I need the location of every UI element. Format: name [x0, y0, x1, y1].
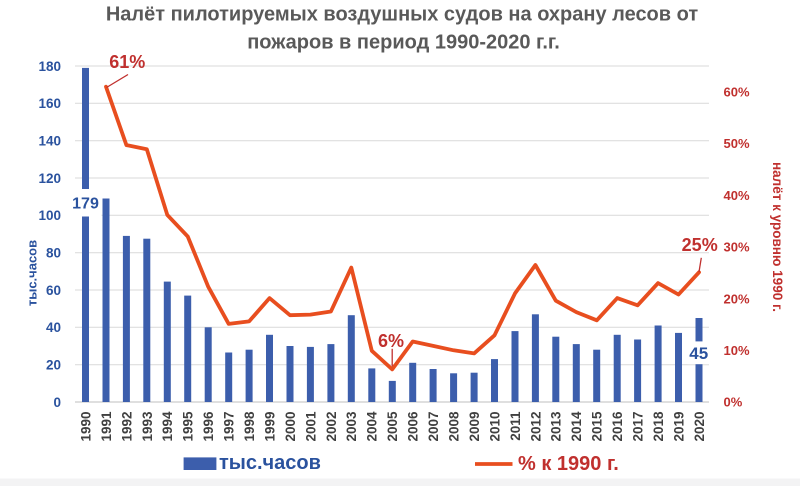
svg-text:10%: 10%: [724, 343, 750, 358]
svg-text:1997: 1997: [222, 412, 237, 442]
svg-text:2003: 2003: [344, 411, 359, 442]
svg-text:2007: 2007: [426, 412, 441, 442]
svg-text:пожаров в период 1990-2020 г.г: пожаров в период 1990-2020 г.г.: [247, 32, 560, 54]
svg-text:1994: 1994: [160, 411, 175, 442]
svg-text:1993: 1993: [140, 411, 155, 442]
svg-text:1999: 1999: [262, 412, 277, 442]
svg-text:2000: 2000: [283, 412, 298, 442]
svg-text:2020: 2020: [692, 412, 707, 442]
svg-text:2002: 2002: [324, 412, 339, 442]
svg-text:6%: 6%: [378, 331, 404, 351]
svg-text:2005: 2005: [385, 411, 400, 442]
svg-text:2006: 2006: [406, 411, 421, 442]
svg-text:тыс.часов: тыс.часов: [25, 240, 40, 306]
svg-text:2009: 2009: [467, 412, 482, 442]
svg-text:61%: 61%: [109, 52, 145, 72]
svg-text:1992: 1992: [119, 412, 134, 442]
svg-text:2012: 2012: [528, 412, 543, 442]
svg-text:45: 45: [689, 344, 708, 363]
svg-text:тыс.часов: тыс.часов: [219, 452, 321, 474]
svg-text:1990: 1990: [78, 412, 93, 442]
svg-text:2013: 2013: [549, 411, 564, 442]
svg-text:2004: 2004: [365, 411, 380, 442]
svg-text:2016: 2016: [610, 411, 625, 442]
svg-text:2014: 2014: [569, 411, 584, 442]
svg-text:20%: 20%: [724, 291, 750, 306]
svg-text:налёт к уровню 1990 г.: налёт к уровню 1990 г.: [770, 162, 785, 312]
svg-text:179: 179: [72, 195, 99, 212]
svg-text:50%: 50%: [724, 136, 750, 151]
svg-text:60%: 60%: [724, 85, 750, 100]
svg-text:180: 180: [38, 59, 61, 74]
svg-text:1991: 1991: [99, 411, 114, 442]
svg-text:140: 140: [38, 134, 61, 149]
svg-text:80: 80: [46, 246, 61, 261]
svg-text:160: 160: [38, 96, 61, 111]
svg-text:2008: 2008: [447, 411, 462, 442]
svg-text:2019: 2019: [671, 412, 686, 442]
svg-text:% к 1990 г.: % к 1990 г.: [518, 453, 619, 475]
svg-text:Налёт пилотируемых воздушных с: Налёт пилотируемых воздушных судов на ох…: [106, 4, 699, 26]
svg-text:25%: 25%: [682, 235, 718, 255]
svg-text:2010: 2010: [487, 412, 502, 442]
svg-text:1998: 1998: [242, 411, 257, 442]
svg-text:120: 120: [38, 171, 61, 186]
svg-text:2015: 2015: [590, 411, 605, 442]
svg-text:30%: 30%: [724, 240, 750, 255]
svg-text:100: 100: [38, 208, 61, 223]
svg-text:0: 0: [53, 395, 61, 410]
svg-text:2017: 2017: [631, 412, 646, 442]
svg-text:20: 20: [46, 358, 61, 373]
svg-text:2018: 2018: [651, 411, 666, 442]
svg-text:1996: 1996: [201, 411, 216, 442]
svg-text:2011: 2011: [508, 411, 523, 441]
svg-text:40%: 40%: [724, 188, 750, 203]
svg-text:60: 60: [46, 283, 61, 298]
svg-text:2001: 2001: [303, 411, 318, 442]
svg-text:0%: 0%: [724, 395, 743, 410]
svg-text:40: 40: [46, 320, 61, 335]
svg-text:1995: 1995: [181, 411, 196, 442]
